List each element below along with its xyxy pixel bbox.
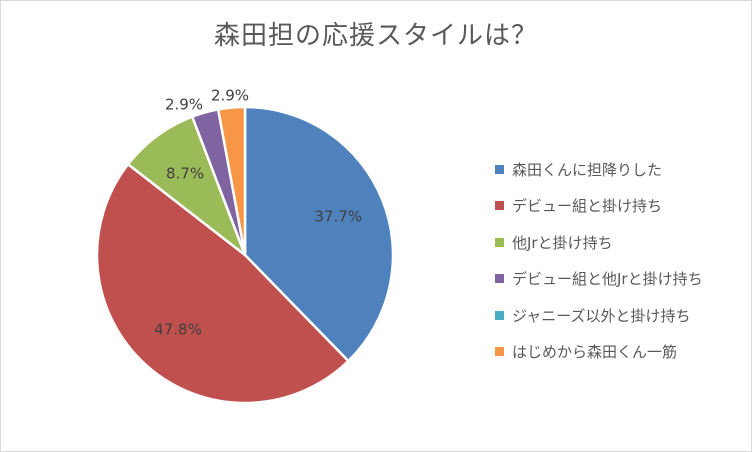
legend-item: 他Jrと掛け持ち [495,224,745,261]
data-label: 47.8% [154,321,202,339]
legend-label: 森田くんに担降りした [512,160,663,179]
legend-swatch [495,274,504,284]
chart-title: 森田担の応援スタイルは？ [213,21,538,51]
pie-slice [216,105,247,257]
data-label: 2.9% [211,87,249,105]
legend-item: 森田くんに担降りした [495,151,745,188]
legend-label: はじめから森田くん一筋 [512,343,678,362]
legend-swatch [495,310,504,320]
legend-item: ジャニーズ以外と掛け持ち [495,297,745,334]
legend-label: デビュー組と掛け持ち [512,197,663,216]
legend-label: デビュー組と他Jrと掛け持ち [512,270,703,289]
legend-label: 他Jrと掛け持ち [512,233,613,252]
pie-slice [243,105,395,363]
legend-item: はじめから森田くん一筋 [495,334,745,371]
legend-swatch [495,201,504,211]
legend-item: デビュー組と掛け持ち [495,188,745,225]
data-label: 37.7% [314,208,362,226]
pie-slice [95,163,350,405]
legend-swatch [495,164,504,174]
legend-swatch [495,347,504,357]
legend-item: デビュー組と他Jrと掛け持ち [495,261,745,298]
legend-label: ジャニーズ以外と掛け持ち [512,306,691,325]
data-label: 2.9% [165,96,203,114]
data-label: 8.7% [166,165,204,183]
legend: 森田くんに担降りした デビュー組と掛け持ち 他Jrと掛け持ちデビュー組と他Jrと掛け… [495,151,745,370]
legend-swatch [495,237,504,247]
